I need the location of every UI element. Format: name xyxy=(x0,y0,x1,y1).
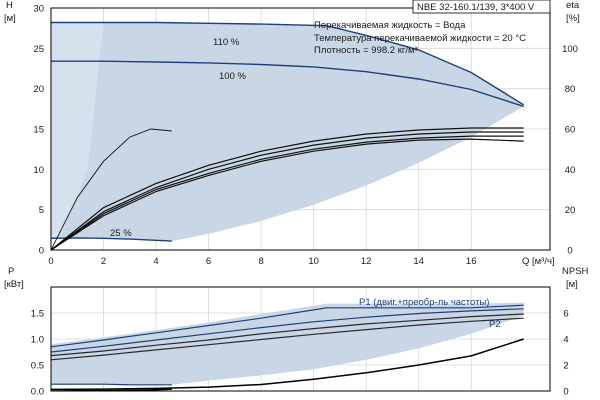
series-label-p1: P1 (двиг.+преобр-ль частоты) xyxy=(359,297,489,308)
y-tick-label-p: 1.0 xyxy=(31,335,44,346)
power-curve-5 xyxy=(51,338,524,391)
head-curves xyxy=(51,21,525,250)
operating-range-power xyxy=(51,302,524,385)
head-curve-0 xyxy=(51,21,525,106)
y2-axis-unit-npsh: [м] xyxy=(566,279,578,290)
x-tick-label: 0 xyxy=(48,256,53,267)
power-curve-3 xyxy=(51,317,524,361)
efficiency-curve-0 xyxy=(51,127,524,250)
y2-tick-label-eta: 0 xyxy=(567,246,572,257)
y2-axis-label-eta: eta xyxy=(566,0,580,11)
power-curve-0 xyxy=(51,304,524,348)
x-tick-label: 10 xyxy=(308,256,319,267)
x-tick-label: 8 xyxy=(258,256,263,267)
bottom-plot-frame xyxy=(50,286,551,392)
y-tick-label-h: 10 xyxy=(33,165,44,176)
head-curve-1 xyxy=(51,60,524,108)
y-tick-label-h: 30 xyxy=(33,4,44,15)
power-curves xyxy=(51,304,524,391)
top-plot-frame xyxy=(50,7,551,251)
y2-axis-unit-eta: [%] xyxy=(566,13,580,24)
efficiency-curve-4 xyxy=(51,128,172,250)
efficiency-curve-2 xyxy=(51,135,524,250)
series-label-p2: P2 xyxy=(489,319,501,330)
x-tick-label: 6 xyxy=(206,256,211,267)
annotation-fluid: Перекачиваемая жидкость = Вода xyxy=(314,20,466,31)
x-axis-label-q: Q xyxy=(522,256,529,267)
y2-tick-label-npsh: 0 xyxy=(563,387,568,398)
power-curve-2 xyxy=(51,313,524,357)
y2-tick-label-eta: 100 xyxy=(562,44,578,55)
power-curve-4 xyxy=(51,383,172,386)
chart-title: NBE 32-160.1/139, 3*400 V xyxy=(417,2,535,13)
y-tick-label-h: 15 xyxy=(33,125,44,136)
y2-tick-label-eta: 20 xyxy=(565,205,576,216)
efficiency-curve-3 xyxy=(51,138,524,250)
y2-tick-label-npsh: 2 xyxy=(563,361,568,372)
x-axis-unit-q: [м³/ч] xyxy=(532,256,555,267)
power-curve-1 xyxy=(51,308,524,353)
y2-axis-label-npsh: NPSH xyxy=(562,266,589,277)
y-tick-label-p: 1.5 xyxy=(31,309,44,320)
y-axis-label-p: P xyxy=(8,266,14,277)
bottom-axis-ticks: 0.0 0.5 1.0 1.5 0 2 4 6 xyxy=(31,309,569,398)
y2-tick-label-eta: 60 xyxy=(565,125,576,136)
series-label-25: 25 % xyxy=(110,228,132,239)
series-label-100: 100 % xyxy=(219,71,246,82)
series-label-110: 110 % xyxy=(213,37,240,48)
y2-tick-label-npsh: 6 xyxy=(563,309,568,320)
y2-tick-label-eta: 80 xyxy=(565,84,576,95)
y-tick-label-p: 0.5 xyxy=(31,361,44,372)
x-tick-label: 12 xyxy=(361,256,372,267)
chart-title-box xyxy=(412,0,551,14)
y-tick-label-h: 5 xyxy=(39,205,44,216)
x-tick-label: 14 xyxy=(413,256,424,267)
y-tick-label-h: 0 xyxy=(39,246,44,257)
operating-range-head xyxy=(51,22,524,242)
y-axis-unit-h: [м] xyxy=(4,13,16,24)
operating-range-head-light xyxy=(51,22,104,239)
y-axis-label-h: H xyxy=(6,0,13,11)
head-curve-2 xyxy=(51,237,172,242)
efficiency-curve-1 xyxy=(51,131,524,250)
y-tick-label-h: 25 xyxy=(33,44,44,55)
annotation-density: Плотность = 998.2 кг/м³ xyxy=(314,45,418,56)
y2-tick-label-npsh: 4 xyxy=(563,335,568,346)
x-tick-label: 2 xyxy=(101,256,106,267)
x-tick-label: 4 xyxy=(153,256,158,267)
y-axis-unit-p: [кВт] xyxy=(4,279,24,290)
x-tick-label: 16 xyxy=(466,256,477,267)
y2-tick-label-eta: 40 xyxy=(565,165,576,176)
y-tick-label-h: 20 xyxy=(33,84,44,95)
y-tick-label-p: 0.0 xyxy=(31,387,44,398)
annotation-temperature: Температура перекачиваемой жидкости = 20… xyxy=(314,33,526,44)
top-axis-ticks: 0 2 4 6 8 10 12 14 16 0 5 10 15 20 25 30 0 20 40 60 80 100 xyxy=(33,4,578,268)
